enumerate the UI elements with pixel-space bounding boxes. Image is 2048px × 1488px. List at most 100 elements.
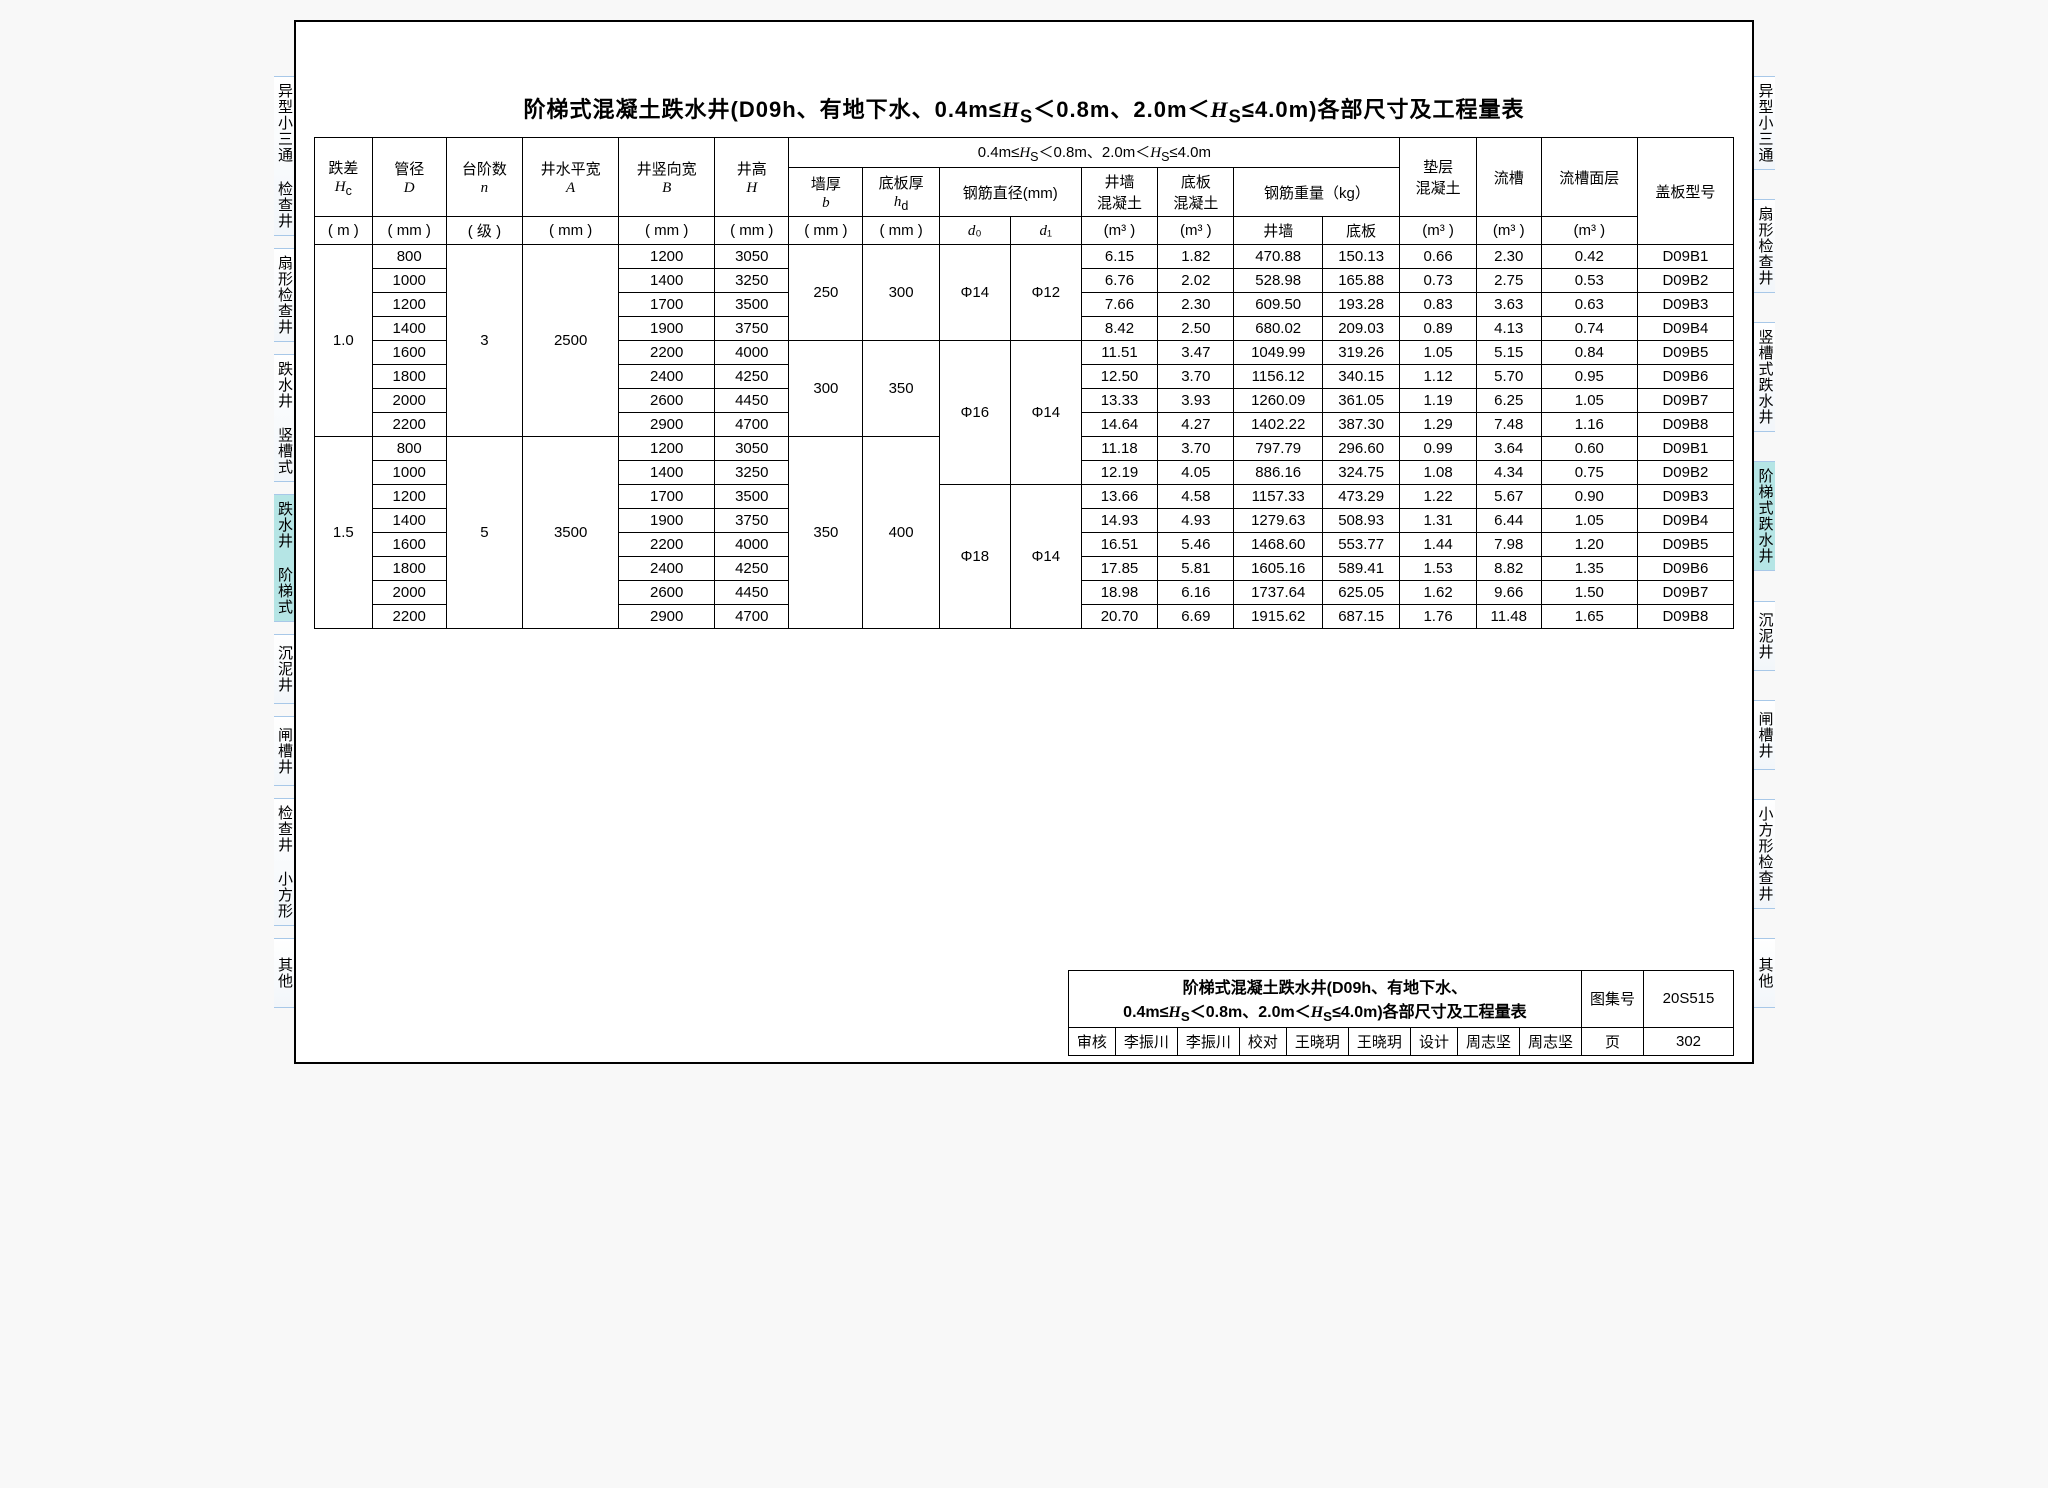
cell: 0.63: [1541, 293, 1637, 317]
cell: 528.98: [1234, 269, 1322, 293]
cell: 1700: [619, 293, 715, 317]
cell: 0.74: [1541, 317, 1637, 341]
cell: 1900: [619, 509, 715, 533]
cell: 5.15: [1476, 341, 1541, 365]
cell: 3050: [715, 245, 789, 269]
side-tab[interactable]: 竖槽式跌水井: [1754, 322, 1775, 432]
cell: 350: [863, 341, 939, 437]
table-row: 1.08003250012003050250300Φ14Φ126.151.824…: [315, 245, 1734, 269]
cell: 687.15: [1322, 605, 1399, 629]
cell: 508.93: [1322, 509, 1399, 533]
cell: 2000: [372, 389, 446, 413]
cell: 11.48: [1476, 605, 1541, 629]
cell: D09B3: [1637, 485, 1733, 509]
cell: 5.81: [1158, 557, 1234, 581]
col-n: 台阶数n: [446, 138, 522, 217]
name-design: 周志坚: [1457, 1028, 1519, 1056]
cell: 3.70: [1158, 437, 1234, 461]
cell: 2900: [619, 413, 715, 437]
cell: 2200: [619, 341, 715, 365]
cell: 1.31: [1400, 509, 1476, 533]
cell: Φ12: [1010, 245, 1081, 341]
cell: 0.60: [1541, 437, 1637, 461]
cell: 3050: [715, 437, 789, 461]
cell: D09B4: [1637, 317, 1733, 341]
cell: 5.70: [1476, 365, 1541, 389]
cell: 400: [863, 437, 939, 629]
col-B: 井竖向宽B: [619, 138, 715, 217]
cell: 1.65: [1541, 605, 1637, 629]
set-label: 图集号: [1581, 970, 1643, 1027]
cell: 11.51: [1081, 341, 1157, 365]
cell: 13.33: [1081, 389, 1157, 413]
cell: 1900: [619, 317, 715, 341]
cell: 3.64: [1476, 437, 1541, 461]
cell: D09B5: [1637, 533, 1733, 557]
side-tab[interactable]: 闸槽井: [274, 716, 295, 786]
cell: 1049.99: [1234, 341, 1322, 365]
col-d0: d₀: [939, 217, 1010, 245]
page-label: 页: [1581, 1028, 1643, 1056]
side-tab[interactable]: 异型小三通 检查井: [274, 76, 295, 236]
cell: 2.30: [1476, 245, 1541, 269]
cell: 7.66: [1081, 293, 1157, 317]
unit-D: ( mm ): [372, 217, 446, 245]
col-span: 0.4m≤HS＜0.8m、2.0m＜HS≤4.0m: [789, 138, 1400, 168]
cell: 2600: [619, 581, 715, 605]
cell: 3250: [715, 461, 789, 485]
cell: 1200: [372, 293, 446, 317]
col-rw: 井墙: [1234, 217, 1322, 245]
cell: 0.75: [1541, 461, 1637, 485]
cell: 589.41: [1322, 557, 1399, 581]
cell: 680.02: [1234, 317, 1322, 341]
cell: 2900: [619, 605, 715, 629]
cell: 165.88: [1322, 269, 1399, 293]
cell: 3.47: [1158, 341, 1234, 365]
cell: 340.15: [1322, 365, 1399, 389]
cell: 4.27: [1158, 413, 1234, 437]
cell: 1157.33: [1234, 485, 1322, 509]
unit-hd: ( mm ): [863, 217, 939, 245]
side-tab[interactable]: 阶梯式跌水井: [1754, 461, 1775, 571]
cell: D09B6: [1637, 557, 1733, 581]
sig-design: 周志坚: [1519, 1028, 1581, 1056]
cell: 18.98: [1081, 581, 1157, 605]
cell: 296.60: [1322, 437, 1399, 461]
drawing-sheet: 阶梯式混凝土跌水井(D09h、有地下水、0.4m≤HS＜0.8m、2.0m＜HS…: [294, 20, 1754, 1064]
cell: Φ14: [1010, 341, 1081, 485]
cell: D09B2: [1637, 269, 1733, 293]
unit-Hc: ( m ): [315, 217, 373, 245]
side-tab[interactable]: 其他: [274, 938, 295, 1008]
unit-H: ( mm ): [715, 217, 789, 245]
page-no: 302: [1644, 1028, 1734, 1056]
side-tab[interactable]: 异型小三通: [1754, 76, 1775, 170]
unit-wc: (m³ ): [1081, 217, 1157, 245]
cell: 150.13: [1322, 245, 1399, 269]
side-tab[interactable]: 扇形检查井: [274, 248, 295, 342]
cell: 3.70: [1158, 365, 1234, 389]
side-tab[interactable]: 扇形检查井: [1754, 199, 1775, 293]
side-tab[interactable]: 跌水井 阶梯式: [274, 494, 295, 622]
cell: 2200: [372, 413, 446, 437]
name-check: 王晓玥: [1286, 1028, 1348, 1056]
cell: 6.25: [1476, 389, 1541, 413]
side-tab[interactable]: 沉泥井: [274, 634, 295, 704]
side-tab[interactable]: 小方形检查井: [1754, 799, 1775, 909]
cell: 193.28: [1322, 293, 1399, 317]
cell: 300: [789, 341, 863, 437]
side-tab[interactable]: 沉泥井: [1754, 601, 1775, 671]
side-tab[interactable]: 其他: [1754, 938, 1775, 1008]
cell: 3750: [715, 509, 789, 533]
cell: 4450: [715, 581, 789, 605]
col-hd: 底板厚hd: [863, 168, 939, 217]
cell: 0.42: [1541, 245, 1637, 269]
cell: Φ14: [939, 245, 1010, 341]
cell: 4000: [715, 533, 789, 557]
set-no: 20S515: [1644, 970, 1734, 1027]
side-tab[interactable]: 闸槽井: [1754, 700, 1775, 770]
cell: 1600: [372, 533, 446, 557]
cell: 1000: [372, 269, 446, 293]
side-tab[interactable]: 检查井 小方形: [274, 798, 295, 926]
cell: 5.46: [1158, 533, 1234, 557]
side-tab[interactable]: 跌水井 竖槽式: [274, 354, 295, 482]
